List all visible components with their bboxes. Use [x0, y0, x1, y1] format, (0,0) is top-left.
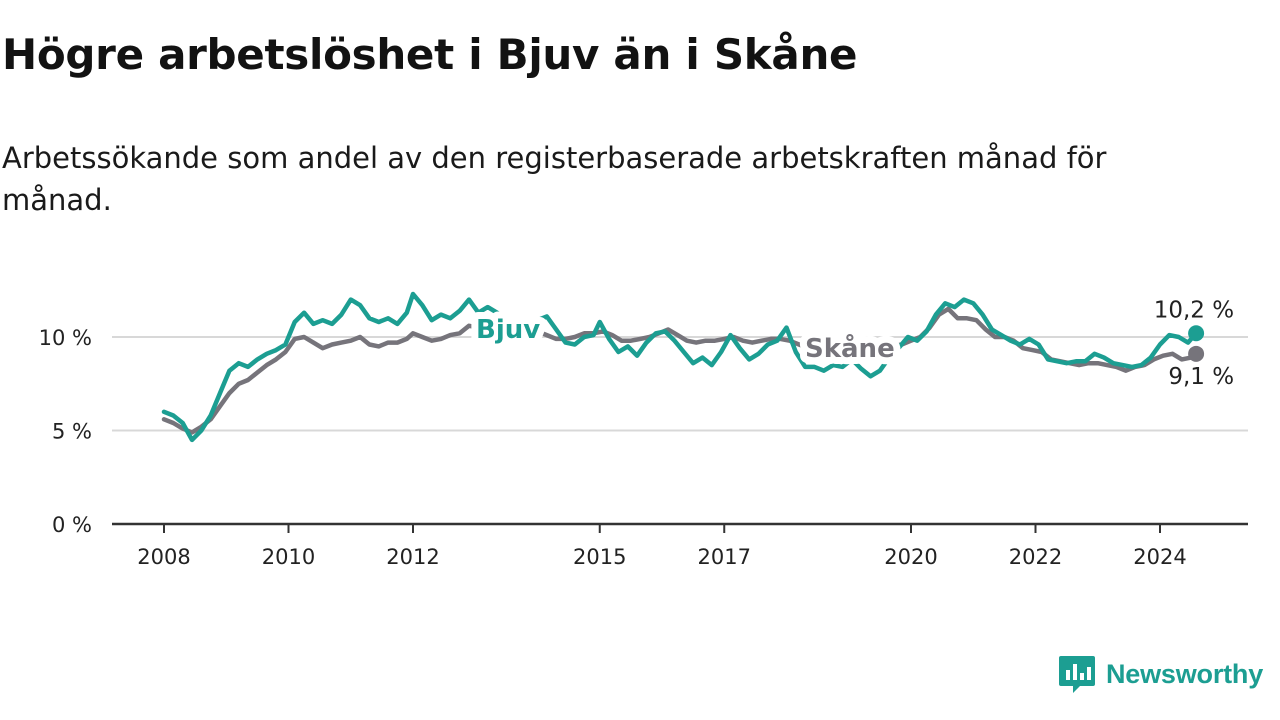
skane-line — [161, 306, 1199, 435]
brand-name: Newsworthy — [1106, 658, 1264, 689]
x-axis-ticks: 2008 2010 2012 2015 2017 2020 2022 2024 — [137, 524, 1187, 569]
y-tick-label: 5 % — [52, 420, 92, 444]
x-tick-label: 2022 — [1009, 545, 1062, 569]
x-tick-label: 2008 — [137, 545, 190, 569]
x-tick-label: 2012 — [386, 545, 439, 569]
y-axis-ticks: 0 % 5 % 10 % — [39, 326, 92, 537]
x-tick-label: 2010 — [262, 545, 315, 569]
bjuv-line — [161, 291, 1199, 443]
bjuv-series-label: Bjuv — [476, 315, 540, 345]
bar-chart-speech-bubble-icon — [1059, 656, 1095, 693]
chart-subtitle: Arbetssökande som andel av den registerb… — [2, 141, 1107, 217]
skane-series-label: Skåne — [805, 332, 895, 364]
x-tick-label: 2017 — [698, 545, 751, 569]
x-tick-label: 2024 — [1133, 545, 1186, 569]
chart-title: Högre arbetslöshet i Bjuv än i Skåne — [2, 30, 858, 79]
series-lines — [161, 291, 1199, 443]
y-tick-label: 0 % — [52, 513, 92, 537]
bjuv-end-value: 10,2 % — [1154, 297, 1234, 323]
skane-end-value: 9,1 % — [1168, 364, 1234, 390]
x-tick-label: 2020 — [884, 545, 937, 569]
skane-end-marker — [1188, 345, 1205, 362]
bjuv-end-marker — [1188, 325, 1205, 342]
newsworthy-logo[interactable]: Newsworthy — [1058, 654, 1263, 694]
series-labels: 10,2 % 9,1 % Bjuv Skåne — [469, 295, 1237, 393]
x-tick-label: 2015 — [573, 545, 626, 569]
y-tick-label: 10 % — [39, 326, 92, 350]
